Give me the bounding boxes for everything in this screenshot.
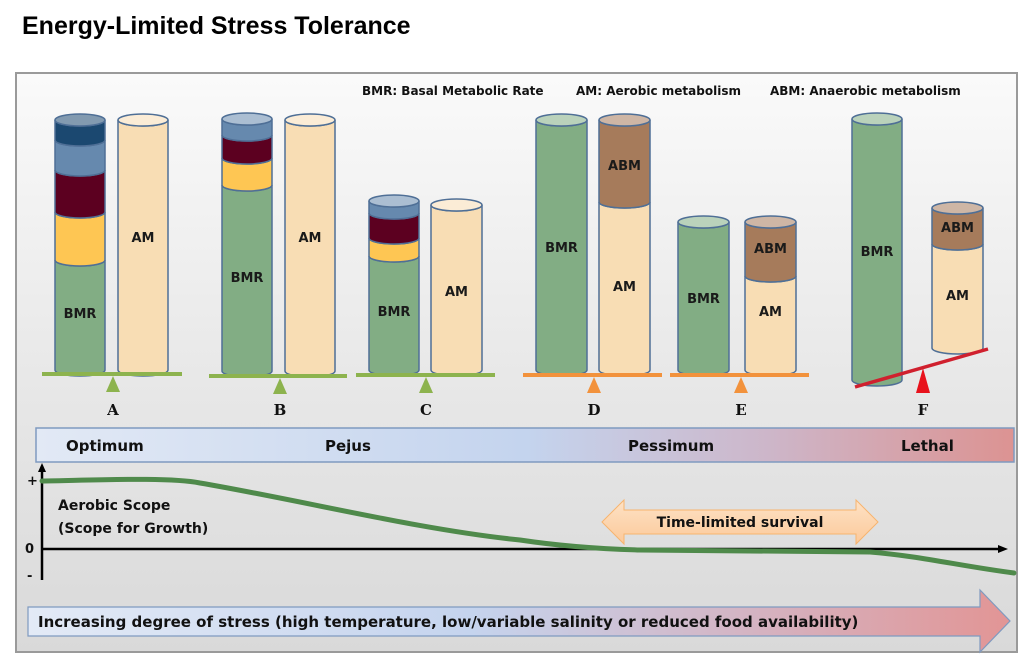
cylinder-top [368,194,420,208]
legend-abm: ABM: Anaerobic metabolism [770,84,961,98]
cylinder-label-bmr: BMR [687,292,720,307]
legend-am: AM: Aerobic metabolism [576,84,741,98]
cylinder-label-abm: ABM [754,242,787,257]
scale-e: E [670,373,809,419]
zone-pessimum: Pessimum [628,437,714,455]
fulcrum-icon [916,368,930,393]
cylinder-top [744,215,797,229]
scale-d: D [523,373,662,419]
x-axis-arrow-icon [998,545,1008,553]
zone-bar [35,427,1015,463]
scale-beam [42,372,182,376]
page-title: Energy-Limited Stress Tolerance [22,12,411,40]
scale-beam [209,374,347,378]
fulcrum-icon [273,378,287,394]
scenario-label: A [106,401,119,419]
scale-a: A [42,372,182,419]
fulcrum-icon [587,377,601,393]
cylinder: AM ABM [744,215,797,377]
time-limited-label: Time-limited survival [657,515,824,531]
cylinder-label-abm: ABM [608,159,641,174]
cylinder-top [535,113,588,127]
cylinder-label-am: AM [132,231,155,246]
cylinder-top [284,113,336,127]
cylinder: BMR [54,113,106,377]
scale-beam [523,373,662,377]
cylinder-label-am: AM [299,231,322,246]
cylinder-top [430,198,483,212]
cylinder-label-bmr: BMR [64,307,97,322]
cylinder-top [54,113,106,127]
aerobic-scope-curve [39,476,1017,576]
scenario-label: E [735,401,746,419]
cylinder: BMR [677,215,730,377]
cylinder-label-am: AM [613,280,636,295]
zone-optimum: Optimum [66,437,144,455]
scale-beam [356,373,495,377]
cylinder: AM [284,113,336,378]
cylinder-label-bmr: BMR [378,305,411,320]
cylinder-top [598,113,651,127]
y-tick-plus: + [27,474,38,489]
cylinder: BMR [368,194,420,377]
cylinder: AM [430,198,483,377]
cylinder: AM ABM [598,113,651,377]
cylinder-segment-am [744,275,797,377]
cylinder-segment-maroon [54,169,106,219]
cylinder-segment-yellow [54,211,106,267]
cylinder-top [931,201,984,215]
cylinder-label-bmr: BMR [545,241,578,256]
scenario-label: B [274,401,287,419]
scale-b: B [209,374,347,419]
zone-lethal: Lethal [901,437,954,455]
scale-beam-tilted [854,347,989,389]
y-label-line2: (Scope for Growth) [58,521,208,537]
cylinder-label-am: AM [759,305,782,320]
cylinder: BMR [535,113,588,377]
cylinder-segment-am [117,119,169,377]
stress-arrow [27,588,1011,654]
cylinder-top [677,215,730,229]
cylinder-label-bmr: BMR [861,245,894,260]
cylinder: BMR [851,112,903,387]
fulcrum-icon [106,376,120,392]
zone-pejus: Pejus [325,437,371,455]
y-tick-zero: 0 [25,542,34,557]
cylinder-label-bmr: BMR [231,271,264,286]
scale-f: F [854,347,989,419]
fulcrum-icon [419,377,433,393]
cylinder-segment-am [284,119,336,378]
y-label-line1: Aerobic Scope [58,498,170,514]
cylinder-label-am: AM [946,289,969,304]
cylinder: AM [117,113,169,377]
cylinder: AM ABM [931,201,984,355]
scenario-label: F [918,401,929,419]
stress-arrow-label: Increasing degree of stress (high temper… [38,613,858,631]
time-limited-double-arrow-icon [601,498,879,546]
cylinder-top [117,113,169,127]
cylinder: BMR [221,112,273,378]
legend-bmr: BMR: Basal Metabolic Rate [362,84,544,98]
cylinder-top [851,112,903,126]
fulcrum-icon [734,377,748,393]
scale-c: C [356,373,495,419]
cylinders-group: BMR AM BMR AM BMR AM BMR AM ABM BMR AM ABM BMR AM ABM [54,112,984,387]
y-tick-minus: - [27,569,32,584]
scenario-label: C [420,401,432,419]
scale-beam [670,373,809,377]
cylinder-label-abm: ABM [941,221,974,236]
cylinder-top [221,112,273,126]
scenario-label: D [587,401,600,419]
cylinder-label-am: AM [445,285,468,300]
diagram-panel [15,72,1018,653]
y-axis-arrow-icon [38,463,46,472]
